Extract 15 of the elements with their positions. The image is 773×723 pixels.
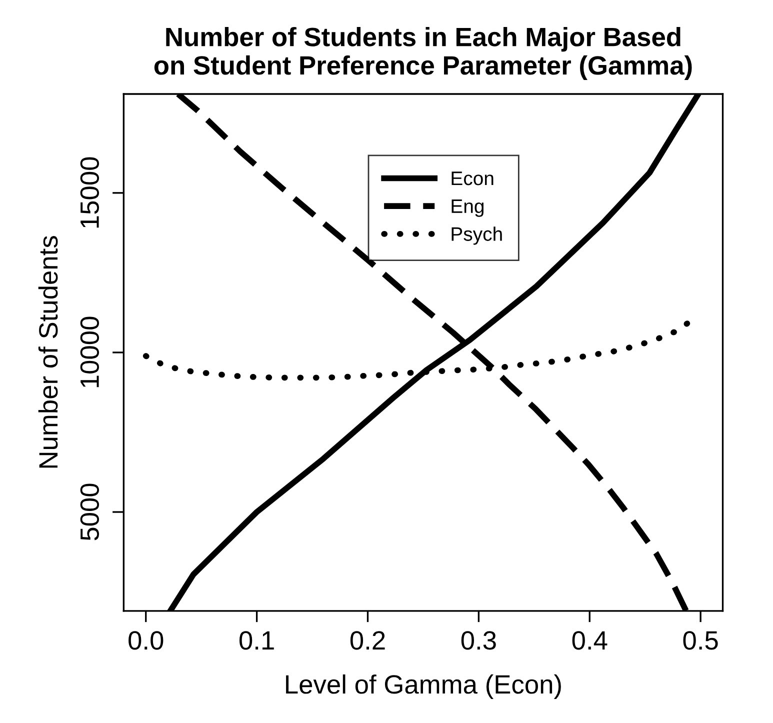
x-tick-label: 0.0 xyxy=(128,631,164,650)
x-tick-label: 0.4 xyxy=(572,631,608,650)
x-tick-label: 0.5 xyxy=(683,631,718,650)
x-tick-label: 0.2 xyxy=(350,631,385,650)
chart-title: Number of Students in Each Major Based on Student Preference Parameter (Gamma) xyxy=(154,27,692,80)
x-axis-title: Level of Gamma (Econ) xyxy=(286,674,561,700)
y-tick-label: 10000 xyxy=(80,316,100,388)
y-tick-label: 5000 xyxy=(80,484,100,540)
legend-label: Econ xyxy=(452,172,494,186)
legend-label: Eng xyxy=(452,200,484,217)
x-tick-label: 0.3 xyxy=(461,631,496,650)
x-tick-label: 0.1 xyxy=(240,631,274,650)
legend-label: Psych xyxy=(452,226,502,245)
y-tick-label: 15000 xyxy=(80,157,100,228)
y-axis-title: Number of Students xyxy=(38,236,58,468)
